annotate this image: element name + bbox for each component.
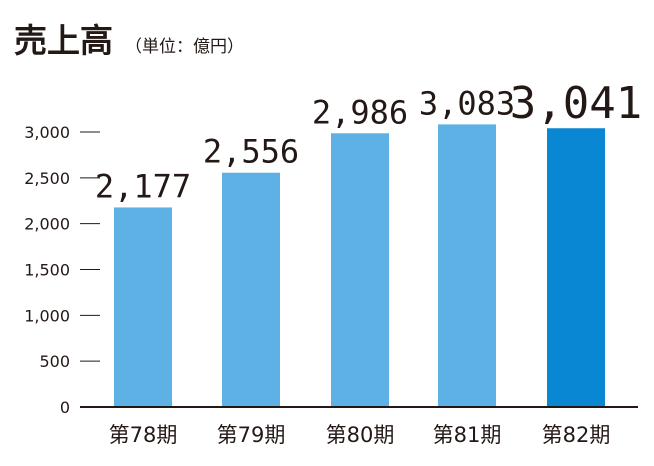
bar: [438, 124, 496, 407]
data-label: 2,177: [95, 167, 191, 205]
data-label: 3,083: [419, 84, 515, 122]
data-label: 2,986: [312, 93, 408, 131]
y-tick-label: 1,500: [24, 261, 70, 280]
data-label: 2,556: [203, 133, 299, 171]
x-tick-label: 第79期: [217, 423, 286, 447]
y-tick-label: 2,500: [24, 169, 70, 188]
bar: [331, 133, 389, 407]
bar: [547, 128, 605, 407]
bar: [114, 207, 172, 407]
y-tick-label: 2,000: [24, 215, 70, 234]
y-tick-label: 3,000: [24, 123, 70, 142]
y-tick-label: 1,000: [24, 306, 70, 325]
bar: [222, 173, 280, 407]
x-tick-label: 第78期: [109, 423, 178, 447]
x-tick-label: 第81期: [433, 423, 502, 447]
y-tick-label: 0: [60, 398, 70, 417]
data-label: 3,041: [510, 78, 642, 129]
y-tick-label: 500: [39, 352, 70, 371]
x-tick-label: 第82期: [542, 423, 611, 447]
x-tick-label: 第80期: [326, 423, 395, 447]
